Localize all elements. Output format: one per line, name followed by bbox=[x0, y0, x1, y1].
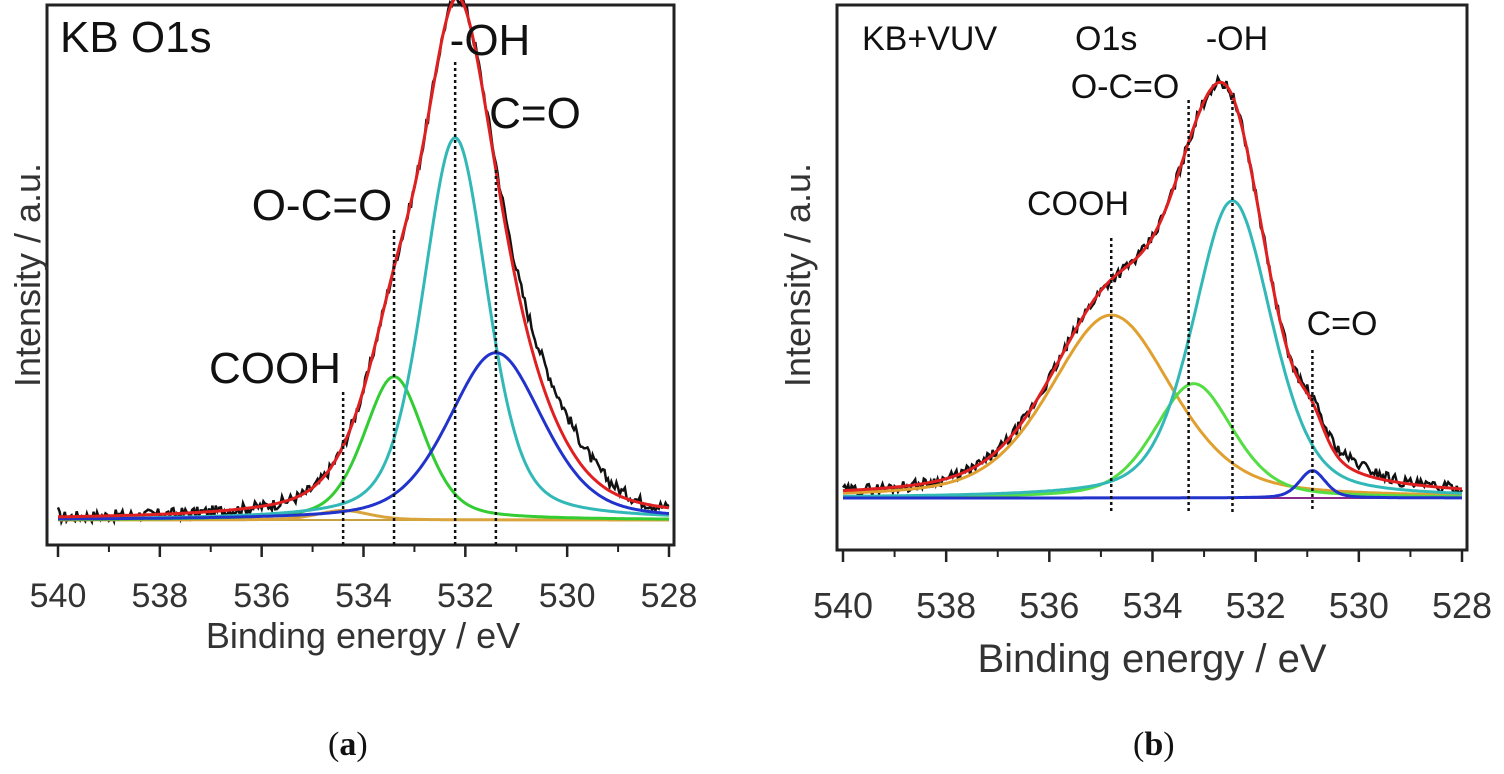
panel-title-a: KB O1s bbox=[60, 13, 212, 62]
component-oco-a bbox=[58, 375, 670, 521]
peak-label-cooh-a: COOH bbox=[209, 344, 341, 393]
caption-b: (b) bbox=[1133, 726, 1175, 763]
peak-label-oco-a: O-C=O bbox=[252, 181, 393, 230]
x-tick-label-a-536: 536 bbox=[233, 577, 290, 615]
component-co-a bbox=[58, 351, 670, 521]
x-tick-label-a-530: 530 bbox=[539, 577, 596, 615]
x-tick-label-a-532: 532 bbox=[437, 577, 494, 615]
x-tick-label-a-534: 534 bbox=[335, 577, 392, 615]
x-tick-label-a-528: 528 bbox=[641, 577, 698, 615]
peak-label-co-a: C=O bbox=[489, 89, 581, 138]
fit-envelope-a bbox=[58, 0, 670, 519]
caption-a-letter: a bbox=[339, 726, 357, 763]
caption-a: (a) bbox=[328, 726, 368, 763]
caption-b-letter: b bbox=[1144, 726, 1164, 763]
peak-label-oh-a: -OH bbox=[450, 16, 531, 65]
y-axis-title-a: Intensity / a.u. bbox=[7, 163, 48, 387]
plot-frame-a bbox=[45, 3, 676, 547]
measured-spectrum-a bbox=[56, 0, 670, 527]
x-tick-label-a-538: 538 bbox=[131, 577, 188, 615]
x-axis-title-a: Binding energy / eV bbox=[206, 615, 520, 656]
x-tick-label-a-540: 540 bbox=[30, 577, 87, 615]
